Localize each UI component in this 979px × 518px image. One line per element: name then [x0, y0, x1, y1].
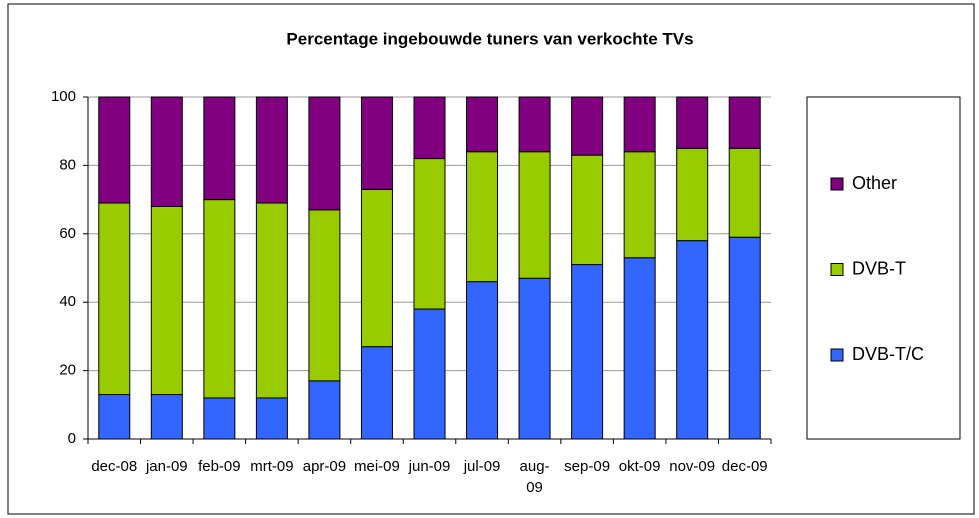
bar-segment — [413, 308, 446, 440]
bar-segment — [308, 380, 341, 440]
legend-swatch — [830, 348, 844, 362]
x-tick-label: dec-09 — [721, 458, 768, 475]
legend-label: DVB-T — [852, 258, 906, 278]
bar-segment — [308, 96, 341, 211]
bar-segment — [360, 188, 393, 348]
bar-segment — [98, 202, 131, 396]
bar-segment — [203, 397, 236, 440]
x-tick-label: nov-09 — [669, 458, 716, 475]
x-tick-label: mei-09 — [354, 458, 400, 475]
bar-segment — [466, 281, 499, 440]
x-tick-label: jul-09 — [463, 458, 501, 475]
x-tick-label: dec-08 — [91, 458, 138, 475]
bar-segment — [255, 397, 288, 440]
bar-segment — [571, 264, 604, 440]
chart-title: Percentage ingebouwde tuners van verkoch… — [286, 29, 693, 48]
y-tick-label: 100 — [51, 88, 76, 105]
bar-segment — [676, 96, 709, 149]
y-tick-label: 80 — [59, 156, 76, 173]
legend-swatch — [830, 177, 844, 191]
bar-segment — [466, 96, 499, 153]
bar-segment — [676, 240, 709, 440]
bar-segment — [360, 96, 393, 190]
x-tick-label: feb-09 — [198, 458, 241, 475]
bar-segment — [98, 394, 131, 440]
bar-segment — [308, 209, 341, 382]
bar-segment — [98, 96, 131, 204]
x-tick-label: jun-09 — [408, 458, 451, 475]
legend-swatch — [830, 263, 844, 276]
bar-segment — [150, 394, 183, 440]
bar-segment — [413, 158, 446, 310]
x-tick-label: okt-09 — [618, 458, 661, 475]
bar-segment — [518, 277, 551, 440]
bar-segment — [571, 154, 604, 266]
bar-segment — [676, 147, 709, 242]
bar-segment — [518, 96, 551, 153]
legend-label: Other — [852, 173, 897, 193]
bar-segment — [255, 202, 288, 399]
bar-segment — [255, 96, 288, 204]
bar-segment — [203, 199, 236, 399]
x-tick-label: jan-09 — [145, 458, 188, 475]
x-tick-label: mrt-09 — [250, 458, 294, 475]
bar-segment — [623, 96, 656, 153]
y-tick-label: 20 — [59, 362, 76, 379]
bar-segment — [571, 96, 604, 156]
x-tick-label: apr-09 — [302, 458, 347, 475]
legend-label: DVB-T/C — [852, 344, 924, 364]
x-tick-label: sep-09 — [564, 458, 611, 475]
bar-segment — [360, 346, 393, 440]
y-tick-label: 60 — [59, 225, 76, 242]
y-tick-label: 0 — [68, 430, 76, 447]
bar-segment — [150, 205, 183, 396]
bar-segment — [623, 151, 656, 259]
bar-segment — [518, 151, 551, 279]
y-tick-label: 40 — [59, 293, 76, 310]
bar-segment — [466, 151, 499, 283]
bar-segment — [623, 257, 656, 440]
x-tick-label: aug-09 — [519, 458, 550, 496]
bar-segment — [728, 96, 761, 149]
bar-segment — [728, 147, 761, 238]
bar-segment — [203, 96, 236, 201]
bar-segment — [150, 96, 183, 207]
bar-segment — [413, 96, 446, 160]
bar-segment — [728, 236, 761, 440]
